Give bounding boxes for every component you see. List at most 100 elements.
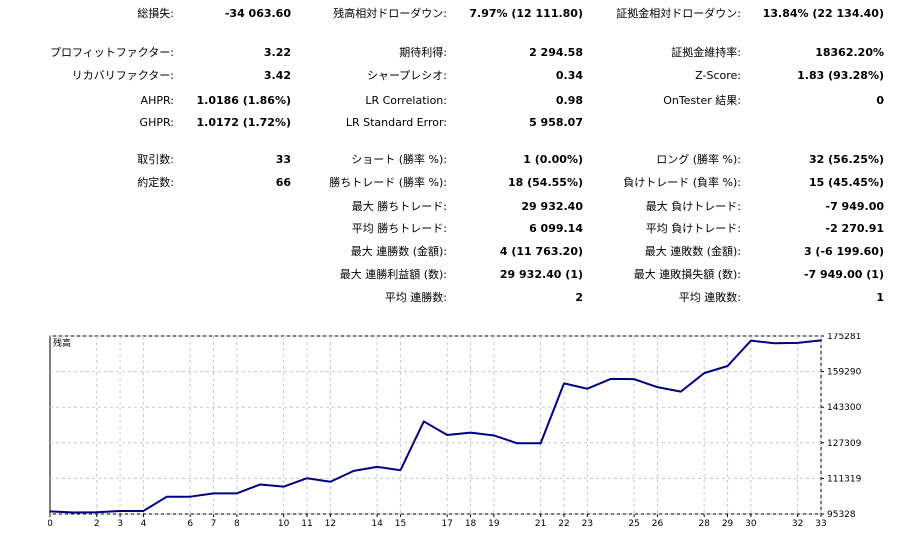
balance-point (469, 431, 472, 434)
balance-chart: 0 2 3 4 6 7 8 10 11 12 14 15 17 18 19 21 22 23 25 26 28 29 30 3… (47, 332, 913, 548)
balance-point (563, 382, 565, 385)
x-tick-label: 26 (652, 519, 664, 529)
stat-value-r0-c2: 7.97% (12 111.80) (469, 7, 583, 20)
balance-point (189, 495, 191, 498)
x-tick-label: 14 (371, 519, 383, 529)
stat-label-r3-c1: AHPR: (140, 94, 174, 107)
x-tick-label: 10 (278, 519, 290, 529)
stat-label-r7-c2: 最大 勝ちトレード: (351, 200, 447, 213)
plot-frame (49, 335, 822, 515)
balance-point (95, 511, 98, 514)
x-tick-label: 23 (582, 519, 593, 529)
x-tick-label: 3 (117, 519, 123, 529)
x-tick-label: 25 (628, 519, 639, 529)
stat-value-r3-c1: 1.0186 (1.86%) (196, 94, 292, 107)
x-tick-label: 8 (234, 519, 240, 529)
stat-label-r5-c3: ロング (勝率 %): (656, 153, 741, 166)
x-tick-label: 30 (745, 519, 757, 529)
stat-value-r6-c1: 66 (275, 176, 291, 189)
stat-value-r1-c2: 2 294.58 (529, 46, 583, 59)
stat-value-r1-c3: 18362.20% (815, 46, 884, 59)
stat-value-r6-c3: 15 (45.45%) (808, 176, 884, 189)
stat-label-r2-c1: リカバリファクター: (71, 69, 174, 82)
stat-value-r7-c2: 29 932.40 (521, 200, 583, 213)
stat-value-r5-c1: 33 (275, 153, 291, 166)
x-tick-label: 17 (441, 519, 452, 529)
balance-point (633, 378, 635, 380)
balance-point (166, 495, 168, 498)
balance-point (376, 466, 378, 468)
stat-value-r7-c3: -7 949.00 (825, 200, 885, 213)
balance-chart-svg: 0 2 3 4 6 7 8 10 11 12 14 15 17 18 19 21 22 23 25 26 28 29 30 3… (47, 332, 862, 529)
stats-panel: 総損失: -34 063.60 残高相対ドローダウン: 7.97% (12 111.8… (50, 7, 885, 304)
balance-point (703, 372, 705, 374)
y-tick-label: 95328 (827, 510, 856, 520)
x-tick-label: 0 (48, 519, 53, 529)
x-tick-label: 19 (488, 519, 500, 529)
balance-point (49, 510, 51, 513)
stat-label-r4-c1: GHPR: (139, 116, 174, 129)
balance-point (820, 339, 822, 342)
balance-point (399, 469, 402, 472)
x-tick-label: 33 (815, 519, 826, 529)
balance-point (539, 442, 542, 445)
stat-value-r4-c2: 5 958.07 (529, 116, 583, 129)
stat-label-r11-c3: 平均 連敗数: (678, 291, 741, 304)
balance-point (516, 442, 519, 445)
balance-point (236, 492, 238, 495)
y-tick-label: 111319 (827, 474, 862, 484)
balance-point (306, 477, 308, 480)
x-tick-label: 11 (301, 519, 312, 529)
x-tick-label: 4 (141, 519, 147, 529)
stat-label-r2-c2: シャープレシオ: (366, 69, 447, 82)
stat-value-r4-c1: 1.0172 (1.72%) (196, 116, 292, 129)
balance-point (609, 378, 612, 380)
stat-label-r11-c2: 平均 連勝数: (384, 291, 447, 304)
x-tick-label: 6 (187, 519, 193, 529)
stat-label-r6-c2: 勝ちトレード (勝率 %): (329, 176, 447, 189)
x-tick-label: 15 (395, 519, 406, 529)
stat-label-r1-c3: 証拠金維持率: (671, 46, 741, 59)
balance-point (726, 365, 729, 367)
balance-point (72, 511, 75, 514)
x-tick-label: 18 (465, 519, 477, 529)
stat-value-r5-c3: 32 (56.25%) (808, 153, 884, 166)
balance-point (142, 510, 145, 512)
x-tick-label: 2 (94, 519, 100, 529)
stat-value-r3-c2: 0.98 (555, 94, 583, 107)
balance-point (773, 342, 776, 345)
stat-value-r9-c3: 3 (-6 199.60) (803, 245, 884, 258)
stat-value-r8-c2: 6 099.14 (529, 222, 583, 235)
stat-value-r2-c2: 0.34 (555, 69, 583, 82)
balance-point (446, 434, 448, 436)
balance-point (259, 483, 262, 486)
balance-line (49, 339, 822, 514)
x-tick-label: 7 (211, 519, 217, 529)
y-tick-label: 127309 (827, 439, 862, 449)
stat-value-r9-c2: 4 (11 763.20) (499, 245, 583, 258)
stat-value-r1-c1: 3.22 (263, 46, 291, 59)
stat-value-r2-c3: 1.83 (93.28%) (797, 69, 884, 82)
balance-point (119, 510, 121, 512)
y-tick-label: 175281 (827, 333, 861, 342)
stat-label-r6-c1: 約定数: (137, 176, 174, 189)
x-tick-label: 21 (535, 519, 546, 529)
stat-value-r0-c1: -34 063.60 (224, 7, 291, 20)
stat-value-r11-c3: 1 (876, 291, 884, 304)
stat-label-r1-c2: 期待利得: (399, 46, 447, 59)
stat-label-r10-c2: 最大 連勝利益額 (数): (339, 268, 447, 281)
stat-value-r11-c2: 2 (575, 291, 583, 304)
chart-title: 残高 (53, 337, 71, 349)
stat-value-r10-c2: 29 932.40 (1) (499, 268, 583, 281)
y-tick-label: 143300 (827, 403, 862, 413)
y-tick-label: 159290 (827, 368, 862, 378)
x-tick-label: 29 (722, 519, 734, 529)
balance-point (796, 342, 799, 344)
stat-label-r5-c1: 取引数: (137, 153, 174, 166)
x-tick-label: 28 (698, 519, 710, 529)
stat-value-r0-c3: 13.84% (22 134.40) (762, 7, 884, 20)
stat-label-r3-c2: LR Correlation: (365, 94, 447, 107)
balance-point (493, 434, 495, 437)
stat-value-r10-c3: -7 949.00 (1) (803, 268, 884, 281)
x-tick-label: 22 (558, 519, 569, 529)
